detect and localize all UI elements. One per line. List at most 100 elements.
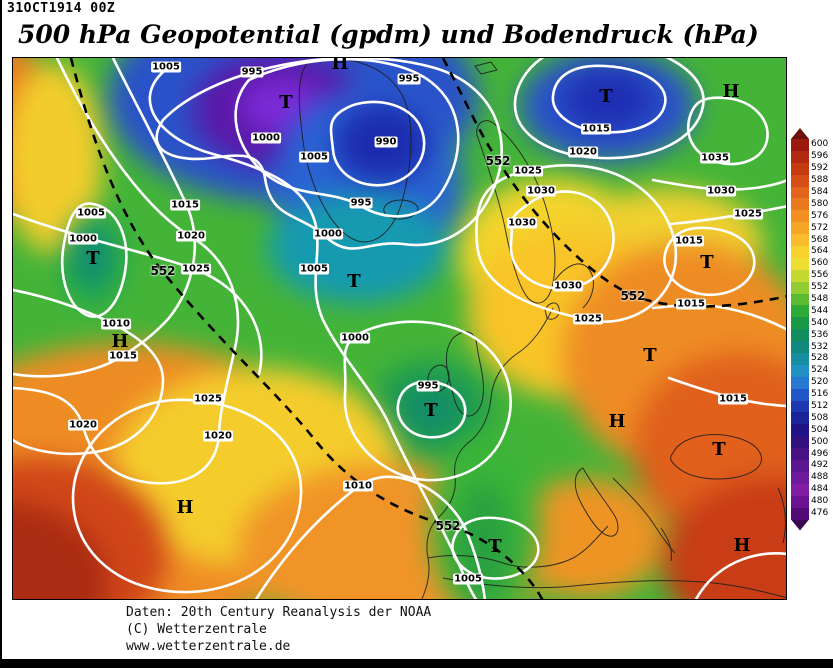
legend-swatch [791, 150, 809, 163]
isobar-label: 995 [416, 380, 440, 392]
legend-value: 532 [811, 341, 829, 352]
legend-entry: 572 [791, 222, 833, 235]
isobar-label: 1015 [718, 393, 748, 405]
thickness-552-contours [69, 58, 786, 599]
isobar-label: 1000 [313, 228, 343, 240]
legend-entry: 476 [791, 507, 833, 520]
legend-value: 572 [811, 222, 829, 233]
legend-value: 528 [811, 353, 829, 364]
legend-value: 548 [811, 294, 829, 305]
footer-line-website: www.wetterzentrale.de [126, 639, 291, 654]
isobar-label: 995 [397, 73, 421, 85]
legend-swatch [791, 353, 809, 365]
legend-value: 492 [811, 460, 829, 471]
isobar-label: 1030 [526, 185, 556, 197]
pressure-center-marker: H [733, 535, 751, 556]
isobar-label: 1000 [68, 233, 98, 245]
pressure-center-marker: T [347, 271, 361, 292]
legend-value: 560 [811, 258, 829, 269]
pressure-center-marker: H [111, 331, 129, 352]
isobar-label: 1020 [568, 146, 598, 158]
legend-entry: 492 [791, 460, 833, 472]
legend-swatch [791, 376, 809, 389]
legend-entry: 564 [791, 246, 833, 258]
footer-credits: Daten: 20th Century Reanalysis der NOAA … [126, 604, 431, 655]
legend-bottom-tip [791, 519, 809, 531]
legend-value: 496 [811, 448, 829, 459]
isobar-label: 995 [349, 197, 373, 209]
legend-entry: 556 [791, 269, 833, 282]
legend-value: 600 [811, 139, 829, 150]
pressure-center-marker: T [424, 400, 438, 421]
legend-value: 512 [811, 401, 829, 412]
legend-entry: 488 [791, 471, 833, 484]
legend-value: 480 [811, 496, 829, 507]
legend-entry: 576 [791, 210, 833, 223]
legend-swatch [791, 234, 809, 247]
bottom-border-bar [2, 659, 833, 668]
legend-entry: 500 [791, 436, 833, 449]
isobar-label: 1010 [343, 480, 373, 492]
legend-swatch [791, 246, 809, 258]
legend-entry: 496 [791, 448, 833, 461]
legend-swatch [791, 174, 809, 187]
legend-entry: 544 [791, 305, 833, 318]
map-labels-layer: 1005 995 995 990 1000 1005 995 1000 1005 1015 1020… [13, 58, 786, 599]
legend-entry: 484 [791, 483, 833, 496]
footer-line-data-source: Daten: 20th Century Reanalysis der NOAA [126, 605, 432, 620]
legend-entry: 580 [791, 198, 833, 211]
isobar-label: 1020 [176, 230, 206, 242]
legend-swatch [791, 222, 809, 235]
isobar-label: 1005 [151, 61, 181, 73]
legend-swatch [791, 293, 809, 306]
legend-value: 576 [811, 210, 829, 221]
legend-value: 540 [811, 317, 829, 328]
isobar-label: 1025 [193, 393, 223, 405]
legend-swatch [791, 507, 809, 520]
pressure-center-marker: T [712, 439, 726, 460]
legend-swatch [791, 364, 809, 377]
run-timestamp: 31OCT1914 00Z [7, 1, 116, 16]
isobar-label: 1025 [181, 263, 211, 275]
legend-swatch [791, 139, 809, 151]
isobar-label: 1000 [251, 132, 281, 144]
map-area: 1005 995 995 990 1000 1005 995 1000 1005 1015 1020… [12, 57, 787, 600]
pressure-center-marker: T [599, 86, 613, 107]
isobar-label: 1015 [170, 199, 200, 211]
isobar-label: 1025 [573, 313, 603, 325]
legend-swatch [791, 269, 809, 282]
footer-line-copyright: (C) Wetterzentrale [126, 622, 267, 637]
legend-value: 508 [811, 412, 829, 423]
legend-swatch [791, 257, 809, 270]
legend-swatch [791, 448, 809, 461]
pressure-center-marker: T [279, 92, 293, 113]
thickness-552-label: 552 [485, 154, 511, 168]
legend-value: 476 [811, 508, 829, 519]
coastlines [298, 58, 786, 599]
legend-swatch [791, 400, 809, 413]
legend-value: 500 [811, 436, 829, 447]
pressure-center-marker: T [86, 248, 100, 269]
legend-top-tip [791, 128, 809, 139]
isobar-label: 1005 [453, 573, 483, 585]
legend-entry: 528 [791, 353, 833, 365]
isobar-label: 1030 [553, 280, 583, 292]
pressure-center-marker: T [488, 536, 502, 557]
legend-value: 536 [811, 329, 829, 340]
legend-value: 516 [811, 389, 829, 400]
legend-entry: 540 [791, 317, 833, 330]
legend-value: 568 [811, 234, 829, 245]
legend-entry: 592 [791, 162, 833, 175]
legend-entry: 548 [791, 293, 833, 306]
isobar-label: 1015 [581, 123, 611, 135]
pressure-center-marker: T [700, 252, 714, 273]
legend-entry: 520 [791, 376, 833, 389]
legend-swatch [791, 281, 809, 294]
pressure-center-marker: H [176, 497, 194, 518]
pressure-center-marker: H [608, 411, 626, 432]
isobar-label: 1015 [108, 350, 138, 362]
legend-value: 584 [811, 187, 829, 197]
legend-value: 556 [811, 270, 829, 281]
isobar-label: 1020 [203, 430, 233, 442]
pressure-center-marker: H [331, 57, 349, 74]
